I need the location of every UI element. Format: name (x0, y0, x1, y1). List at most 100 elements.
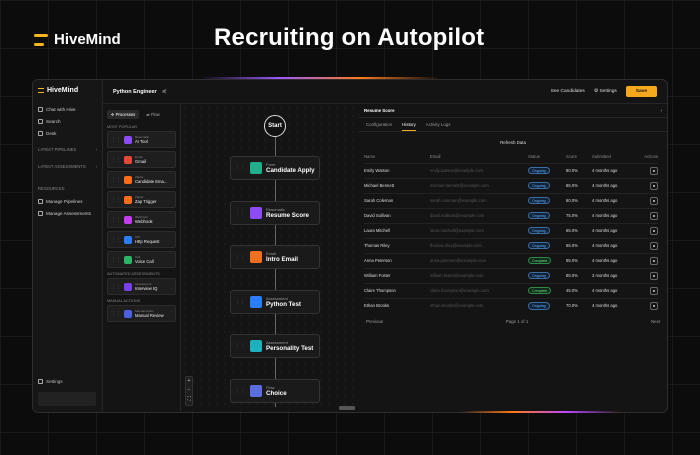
table-row[interactable]: Sarah Coleman sarah.coleman@example.com On… (364, 192, 658, 208)
drag-handle-icon[interactable]: ⋮⋮ (235, 343, 245, 349)
gear-icon: ⚙ (593, 89, 600, 94)
tab-processes[interactable]: ✣ Processes (107, 110, 140, 119)
refresh-data-button[interactable]: Refresh Data (500, 140, 526, 145)
score-cell: 70.0% (566, 297, 592, 313)
view-icon[interactable] (650, 256, 658, 265)
drag-handle-icon[interactable]: ⋮⋮ (111, 283, 121, 290)
node-palette-item[interactable]: ⋮⋮ Webhook Webhook (107, 211, 176, 228)
table-row[interactable]: David Sullivan david.sullivan@example.com… (364, 207, 658, 223)
drag-handle-icon[interactable]: ⋮⋮ (235, 298, 245, 305)
drag-handle-icon[interactable]: ⋮⋮ (111, 256, 121, 263)
table-row[interactable]: Michael Bennett michael.bennett@example.c… (364, 177, 658, 193)
drag-handle-icon[interactable]: ⋮⋮ (235, 209, 245, 216)
next-button[interactable]: Next (650, 319, 660, 324)
chevron-right-icon[interactable]: › (660, 108, 662, 113)
actions-cell (636, 297, 658, 313)
node-palette-item[interactable]: ⋮⋮ Call Voice Call (107, 251, 176, 268)
flow-node[interactable]: ⋮⋮ Form Candidate Apply (230, 156, 320, 180)
see-candidates-button[interactable]: See Candidates (550, 89, 585, 94)
tab-history[interactable]: History (402, 122, 416, 131)
node-sub-label: Resumatic (135, 135, 150, 139)
drag-handle-icon[interactable]: ⋮⋮ (111, 156, 121, 163)
flow-node[interactable]: ⋮⋮ Resumatic Resume Score (230, 200, 320, 225)
view-icon[interactable] (650, 241, 658, 250)
view-icon[interactable] (650, 301, 658, 310)
table-row[interactable]: Claire Thompson claire.thompson@example.c… (364, 282, 658, 298)
view-icon[interactable] (650, 271, 658, 280)
column-header: Submitted (592, 154, 611, 160)
submitted-cell: 4 months ago (592, 282, 636, 298)
drag-handle-icon[interactable]: ⋮⋮ (111, 176, 121, 183)
user-profile[interactable] (38, 392, 96, 406)
zoom-in-button[interactable]: + (187, 378, 191, 384)
table-row[interactable]: Ethan Brooks ethan.brooks@example.com Ongo… (364, 297, 658, 313)
drag-handle-icon[interactable]: ⋮⋮ (111, 196, 121, 203)
node-label: Webhook (135, 219, 153, 224)
view-icon[interactable] (650, 226, 658, 235)
node-palette-item[interactable]: ⋮⋮ Email Gmail (107, 151, 176, 168)
node-label: Http Request (135, 239, 160, 244)
node-label: Intro Email (266, 256, 298, 263)
candidate-name: Anna Peterson (364, 252, 430, 268)
status-cell: Ongoing (528, 237, 566, 253)
node-palette-item[interactable]: ⋮⋮ Zapier Zap Trigger (107, 191, 176, 208)
previous-button[interactable]: Previous (366, 319, 384, 324)
node-label: Choice (266, 389, 287, 397)
section-most-popular: MOST POPULAR (107, 125, 138, 129)
table-row[interactable]: Emily Watson emily.watson@example.com Ongo… (364, 162, 658, 178)
view-icon[interactable] (650, 211, 658, 220)
node-palette-item[interactable]: ⋮⋮ Zapier Candidate Ema... (107, 171, 176, 188)
drag-handle-icon[interactable]: ⋮⋮ (111, 236, 121, 243)
view-icon[interactable] (650, 166, 658, 175)
start-node[interactable]: Start (264, 115, 286, 137)
zoom-controls: + − ⛶ (185, 376, 193, 406)
view-icon[interactable] (650, 286, 658, 295)
tab-activity-logs[interactable]: Activity Logs (425, 122, 451, 127)
table-row[interactable]: Laura Mitchell laura.mitchell@example.com… (364, 222, 658, 238)
actions-cell (636, 282, 658, 298)
save-button[interactable]: Save (625, 86, 657, 97)
node-palette-item[interactable]: ⋮⋮ API Http Request (107, 231, 176, 248)
drag-handle-icon[interactable]: ⋮⋮ (111, 310, 121, 317)
sidebar-item-search[interactable]: Search (38, 115, 97, 127)
sidebar-item-chat[interactable]: Chat with Hive (38, 103, 97, 115)
sidebar-section-pipelines[interactable]: LATEST PIPELINES › (38, 142, 97, 156)
settings-button[interactable]: ⚙ Settings (594, 89, 617, 94)
node-palette-item[interactable]: ⋮⋮ Manual Action Manual Review (107, 305, 176, 322)
flow-node[interactable]: ⋮⋮ Assessment Personality Test (230, 334, 320, 358)
table-row[interactable]: William Foster william.foster@example.com… (364, 267, 658, 283)
sidebar-item-settings[interactable]: Settings (38, 379, 63, 384)
drag-handle-icon[interactable]: ⋮⋮ (235, 165, 245, 171)
node-type-icon (124, 282, 132, 291)
drag-handle-icon[interactable]: ⋮⋮ (235, 254, 245, 260)
node-type-icon (250, 251, 262, 263)
tab-flow[interactable]: ⇄ Flow (142, 110, 164, 119)
sidebar-item-label: Search (46, 118, 61, 124)
flow-node[interactable]: ⋮⋮ Flow Choice (230, 378, 320, 403)
flow-node[interactable]: ⋮⋮ Assessment Python Test (230, 289, 320, 314)
flow-canvas[interactable]: Start ⋮⋮ Form Candidate Apply ⋮⋮ Resumatic Re… (181, 104, 359, 412)
search-icon (38, 118, 43, 124)
sidebar-item-manage-pipelines[interactable]: Manage Pipelines (38, 195, 97, 207)
node-sub-label: Resumatic (266, 206, 285, 212)
flow-node[interactable]: ⋮⋮ Email Intro Email (230, 245, 320, 269)
sidebar-section-assessments[interactable]: LATEST ASSESSMENTS › (38, 159, 97, 173)
sidebar-item-manage-assessments[interactable]: Manage Assessments (38, 207, 97, 219)
table-row[interactable]: Anna Peterson anna.peterson@example.com Co… (364, 252, 658, 268)
table-row[interactable]: Thomas Riley thomas.riley@example.com Ongo… (364, 237, 658, 253)
fit-view-button[interactable]: ⛶ (187, 396, 191, 402)
node-type-icon (124, 135, 132, 144)
share-icon[interactable]: ⋞ (161, 89, 167, 95)
view-icon[interactable] (650, 196, 658, 205)
drag-handle-icon[interactable]: ⋮⋮ (111, 216, 121, 223)
drag-handle-icon[interactable]: ⋮⋮ (111, 136, 121, 143)
drag-handle-icon[interactable]: ⋮⋮ (235, 387, 245, 394)
zoom-out-button[interactable]: − (187, 387, 191, 393)
sidebar-item-desk[interactable]: Desk (38, 127, 97, 139)
node-palette-item[interactable]: ⋮⋮ Assessment Interview IQ (107, 278, 176, 295)
tab-configuration[interactable]: Configuration (366, 122, 393, 127)
horizontal-scrollbar[interactable] (339, 406, 355, 410)
node-palette-item[interactable]: ⋮⋮ Resumatic AI Tool (107, 131, 176, 148)
view-icon[interactable] (650, 181, 658, 190)
candidate-email: emily.watson@example.com (430, 162, 528, 178)
